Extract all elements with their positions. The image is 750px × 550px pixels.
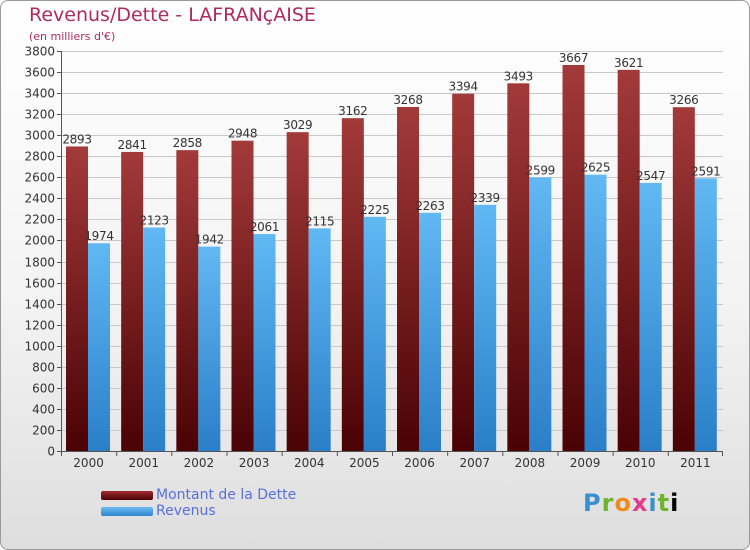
- bar-revenus: [143, 227, 166, 451]
- legend-label-dette: Montant de la Dette: [156, 487, 297, 503]
- bar-dette: [286, 132, 309, 451]
- bar-revenus: [419, 212, 441, 451]
- proxiti-logo: Proxiti: [583, 489, 680, 517]
- x-tick-label: 2000: [73, 456, 104, 470]
- bar-dette: [66, 146, 88, 451]
- y-tick-label: 3400: [24, 87, 55, 101]
- data-label-dette: 3266: [669, 93, 698, 107]
- bar-revenus: [474, 204, 497, 451]
- data-label-dette: 3621: [614, 56, 643, 70]
- y-tick-label: 3000: [24, 129, 55, 143]
- legend: Montant de la Dette Revenus: [101, 487, 296, 519]
- bar-revenus: [198, 246, 221, 451]
- bar-dette: [562, 65, 585, 451]
- data-label-dette: 2841: [117, 138, 146, 152]
- y-tick-label: 2000: [24, 234, 55, 248]
- bar-dette: [341, 118, 364, 451]
- bar-revenus: [584, 174, 607, 451]
- bar-dette: [176, 150, 199, 451]
- legend-swatch-revenus: [101, 506, 153, 516]
- data-label-revenus: 2263: [415, 199, 444, 213]
- data-label-dette: 3162: [338, 104, 367, 118]
- y-tick-label: 3200: [24, 108, 55, 122]
- y-tick-label: 1800: [24, 256, 55, 270]
- chart-title: Revenus/Dette - LAFRANçAISE: [29, 4, 316, 26]
- y-tick-label: 3600: [24, 66, 55, 80]
- data-label-revenus: 2599: [526, 163, 555, 177]
- bar-revenus: [88, 243, 110, 451]
- bar-revenus: [529, 177, 552, 451]
- legend-label-revenus: Revenus: [156, 503, 216, 519]
- x-tick-label: 2010: [625, 456, 656, 470]
- y-tick-label: 1200: [24, 319, 55, 333]
- bar-dette: [452, 93, 475, 451]
- data-label-revenus: 2225: [360, 203, 389, 217]
- y-tick-label: 1400: [24, 298, 55, 312]
- y-tick-label: 600: [32, 382, 55, 396]
- data-label-dette: 3667: [559, 51, 588, 65]
- y-tick-label: 800: [32, 361, 55, 375]
- x-tick-label: 2002: [184, 456, 215, 470]
- x-tick-label: 2011: [680, 456, 711, 470]
- data-label-revenus: 2339: [470, 191, 499, 205]
- bar-dette: [231, 140, 254, 451]
- x-tick-label: 2003: [239, 456, 270, 470]
- data-label-revenus: 2547: [636, 169, 665, 183]
- bar-dette: [507, 83, 530, 451]
- bar-revenus: [639, 182, 662, 452]
- legend-item-revenus: Revenus: [101, 503, 296, 519]
- data-label-dette: 3029: [283, 118, 312, 132]
- data-label-dette: 3394: [448, 80, 477, 94]
- data-label-revenus: 2591: [691, 164, 720, 178]
- y-tick-label: 400: [32, 403, 55, 417]
- y-tick-label: 3800: [24, 45, 55, 59]
- x-tick-label: 2005: [349, 456, 380, 470]
- bar-dette: [617, 69, 640, 451]
- bar-revenus: [694, 178, 717, 451]
- x-tick-label: 2006: [404, 456, 435, 470]
- x-tick-label: 2007: [459, 456, 490, 470]
- y-tick-label: 200: [32, 424, 55, 438]
- data-label-dette: 2948: [228, 127, 257, 141]
- data-label-revenus: 2123: [139, 214, 168, 228]
- y-tick-label: 2800: [24, 150, 55, 164]
- y-tick-label: 2400: [24, 192, 55, 206]
- data-label-dette: 3493: [504, 69, 533, 83]
- data-label-revenus: 2061: [250, 220, 279, 234]
- legend-item-dette: Montant de la Dette: [101, 487, 296, 503]
- data-label-dette: 2893: [62, 132, 91, 146]
- data-label-revenus: 2625: [581, 161, 610, 175]
- chart-subtitle: (en milliers d'€): [29, 30, 116, 43]
- x-tick-label: 2004: [294, 456, 325, 470]
- data-label-dette: 3268: [393, 93, 422, 107]
- data-label-dette: 2858: [173, 136, 202, 150]
- y-tick-label: 2200: [24, 213, 55, 227]
- data-label-revenus: 2115: [305, 214, 334, 228]
- y-tick-label: 0: [47, 445, 55, 459]
- x-tick-label: 2008: [515, 456, 546, 470]
- data-label-revenus: 1942: [195, 233, 224, 247]
- bar-revenus: [363, 216, 386, 451]
- bar-dette: [397, 107, 419, 451]
- bar-revenus: [308, 228, 331, 451]
- x-tick-label: 2001: [128, 456, 159, 470]
- bar-dette: [121, 151, 144, 451]
- bar-dette: [672, 107, 695, 452]
- y-tick-label: 1600: [24, 277, 55, 291]
- legend-swatch-dette: [101, 490, 153, 500]
- data-label-revenus: 1974: [84, 229, 113, 243]
- y-tick-label: 2600: [24, 171, 55, 185]
- x-tick-label: 2009: [570, 456, 601, 470]
- y-tick-label: 1000: [24, 340, 55, 354]
- bar-revenus: [253, 234, 276, 451]
